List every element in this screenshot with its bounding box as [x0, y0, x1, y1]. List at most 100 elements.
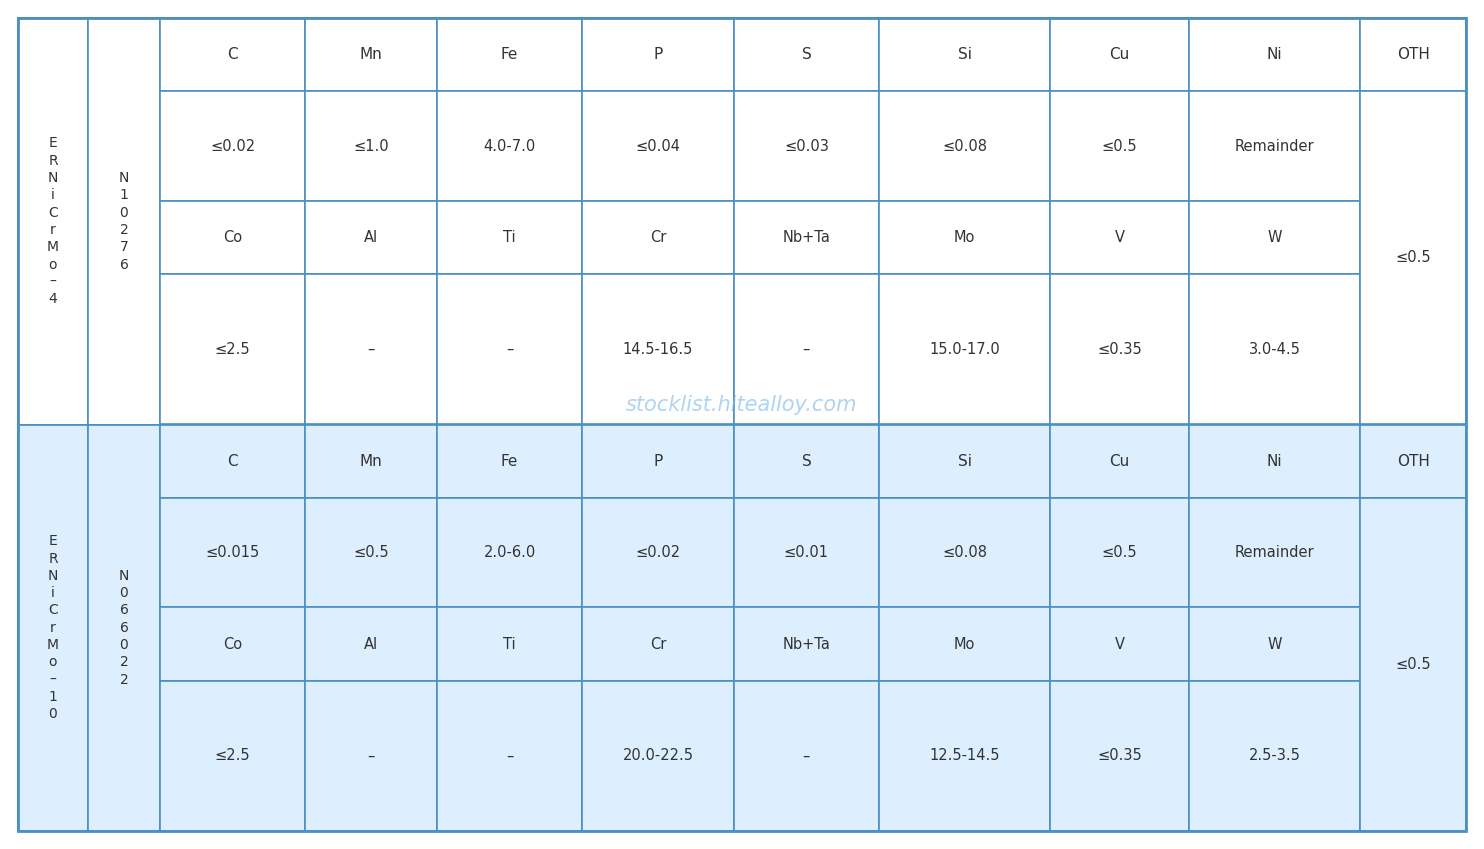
Bar: [582, 91, 735, 201]
Bar: [735, 274, 879, 424]
Bar: [436, 498, 582, 607]
Text: ≤0.08: ≤0.08: [942, 545, 987, 560]
Text: E
R
N
i
C
r
M
o
–
1
0: E R N i C r M o – 1 0: [47, 534, 59, 722]
Text: ≤2.5: ≤2.5: [215, 342, 251, 357]
Bar: [1051, 498, 1189, 607]
Bar: [436, 201, 582, 274]
Bar: [160, 91, 306, 201]
Text: ≤0.5: ≤0.5: [1395, 657, 1431, 672]
Text: OTH: OTH: [1396, 47, 1429, 62]
Bar: [582, 498, 735, 607]
Bar: [582, 18, 735, 91]
Text: ≤0.02: ≤0.02: [211, 138, 255, 154]
Bar: [436, 681, 582, 831]
Bar: [1361, 424, 1466, 498]
Bar: [879, 91, 1051, 201]
Bar: [306, 201, 436, 274]
Text: ≤0.5: ≤0.5: [353, 545, 389, 560]
Text: Fe: Fe: [502, 47, 518, 62]
Text: Cr: Cr: [650, 230, 666, 245]
Bar: [160, 681, 306, 831]
Bar: [1361, 91, 1466, 425]
Bar: [735, 607, 879, 681]
Text: Mn: Mn: [359, 47, 383, 62]
Text: ≤0.015: ≤0.015: [205, 545, 260, 560]
Bar: [582, 681, 735, 831]
Bar: [735, 498, 879, 607]
Bar: [1051, 18, 1189, 91]
Bar: [436, 18, 582, 91]
Bar: [1361, 18, 1466, 91]
Text: ≤0.01: ≤0.01: [784, 545, 830, 560]
Bar: [735, 91, 879, 201]
Text: P: P: [653, 453, 663, 469]
Text: –: –: [803, 342, 810, 357]
Text: C: C: [227, 453, 237, 469]
Text: 2.5-3.5: 2.5-3.5: [1248, 748, 1300, 763]
Text: Fe: Fe: [502, 453, 518, 469]
Bar: [582, 424, 735, 498]
Bar: [735, 424, 879, 498]
Text: Ni: Ni: [1267, 453, 1282, 469]
Bar: [18, 424, 88, 831]
Bar: [436, 424, 582, 498]
Bar: [88, 424, 160, 831]
Bar: [160, 201, 306, 274]
Text: 4.0-7.0: 4.0-7.0: [484, 138, 536, 154]
Text: W: W: [1267, 637, 1282, 651]
Text: OTH: OTH: [1396, 453, 1429, 469]
Text: Co: Co: [223, 637, 242, 651]
Text: W: W: [1267, 230, 1282, 245]
Bar: [1189, 424, 1361, 498]
Text: V: V: [1114, 230, 1125, 245]
Text: ≤0.5: ≤0.5: [1103, 138, 1138, 154]
Text: ≤0.04: ≤0.04: [635, 138, 681, 154]
Bar: [18, 18, 1466, 424]
Text: 14.5-16.5: 14.5-16.5: [623, 342, 693, 357]
Text: V: V: [1114, 637, 1125, 651]
Bar: [582, 607, 735, 681]
Bar: [306, 681, 436, 831]
Text: N
1
0
2
7
6: N 1 0 2 7 6: [119, 171, 129, 272]
Text: C: C: [227, 47, 237, 62]
Text: S: S: [801, 453, 812, 469]
Bar: [18, 18, 88, 424]
Text: –: –: [368, 342, 375, 357]
Text: Ti: Ti: [503, 230, 516, 245]
Text: 2.0-6.0: 2.0-6.0: [484, 545, 536, 560]
Bar: [1051, 424, 1189, 498]
Bar: [582, 274, 735, 424]
Bar: [1051, 274, 1189, 424]
Text: Si: Si: [957, 453, 972, 469]
Bar: [735, 201, 879, 274]
Bar: [735, 681, 879, 831]
Text: E
R
N
i
C
r
M
o
–
4: E R N i C r M o – 4: [47, 137, 59, 306]
Bar: [879, 274, 1051, 424]
Text: 3.0-4.5: 3.0-4.5: [1248, 342, 1300, 357]
Bar: [306, 91, 436, 201]
Text: Al: Al: [364, 637, 378, 651]
Text: 15.0-17.0: 15.0-17.0: [929, 342, 1000, 357]
Bar: [879, 681, 1051, 831]
Bar: [1189, 201, 1361, 274]
Text: –: –: [506, 342, 513, 357]
Bar: [582, 201, 735, 274]
Bar: [879, 607, 1051, 681]
Bar: [879, 424, 1051, 498]
Text: Al: Al: [364, 230, 378, 245]
Bar: [160, 274, 306, 424]
Text: –: –: [803, 748, 810, 763]
Bar: [306, 498, 436, 607]
Text: Ni: Ni: [1267, 47, 1282, 62]
Bar: [1189, 498, 1361, 607]
Text: ≤0.08: ≤0.08: [942, 138, 987, 154]
Text: –: –: [368, 748, 375, 763]
Bar: [1189, 681, 1361, 831]
Bar: [436, 91, 582, 201]
Bar: [1361, 498, 1466, 831]
Text: Co: Co: [223, 230, 242, 245]
Text: N
0
6
6
0
2
2: N 0 6 6 0 2 2: [119, 569, 129, 687]
Bar: [160, 498, 306, 607]
Text: P: P: [653, 47, 663, 62]
Bar: [18, 424, 1466, 831]
